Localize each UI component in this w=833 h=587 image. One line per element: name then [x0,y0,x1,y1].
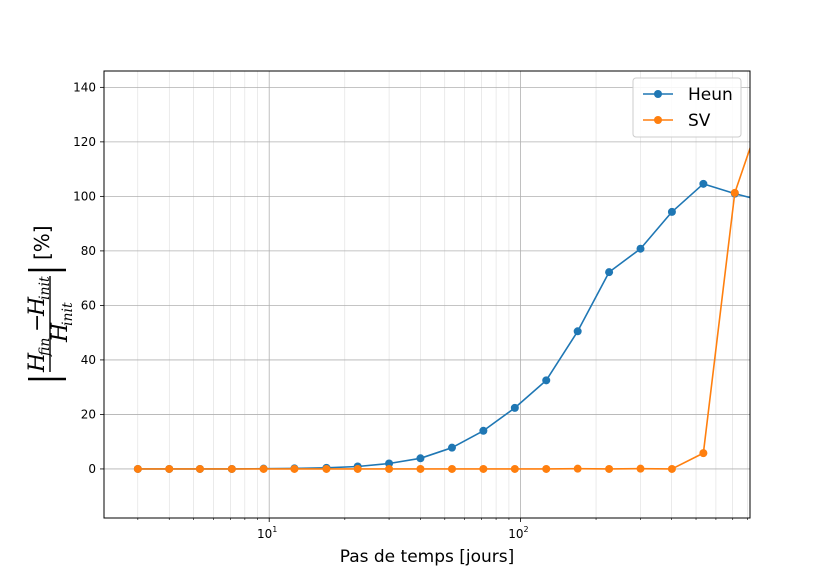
y-axis-title: H fin − H init H init [%] [25,225,76,381]
data-point-sv [479,464,488,473]
data-point-heun [416,454,425,463]
data-point-sv [636,464,645,473]
ticks: 101 102 0 20 40 60 80 100 120 140 [73,80,748,541]
data-point-sv [667,464,676,473]
legend-label-heun: Heun [688,85,733,105]
y-tick-label: 0 [88,462,96,476]
data-point-heun [667,207,676,216]
y-minus: − [25,314,50,332]
data-point-sv [353,464,362,473]
y-tick-label: 140 [73,80,96,94]
data-point-heun [510,403,519,412]
y-tick-label: 120 [73,135,96,149]
data-point-heun [699,179,708,188]
y-num-sub: fin [37,338,53,357]
x-tick-exponent: 2 [524,525,529,534]
data-point-sv [416,464,425,473]
data-point-sv [510,464,519,473]
data-point-heun [573,327,582,336]
data-point-sv [165,464,174,473]
y-den-main: H [48,322,73,343]
legend-label-sv: SV [688,111,711,131]
data-point-heun [605,268,614,277]
data-point-sv [699,449,708,458]
data-point-sv [133,464,142,473]
data-point-sv [605,464,614,473]
legend-marker-sv [654,116,662,124]
y-num-main: H [25,352,50,373]
data-point-sv [762,97,770,105]
data-point-heun [762,198,770,206]
y-num-main-2: H [25,296,50,317]
data-point-sv [730,188,739,197]
x-tick-exponent: 1 [272,525,277,534]
data-point-sv [227,464,236,473]
data-point-heun [636,244,645,253]
plot-background [104,71,750,518]
y-den-sub: init [60,302,76,326]
x-axis-title: Pas de temps [jours] [340,547,515,567]
y-num-sub-2: init [37,276,53,300]
data-point-sv [259,464,268,473]
data-point-heun [542,376,551,385]
y-tick-label: 60 [81,298,96,312]
data-point-sv [542,464,551,473]
series-layer [133,97,770,473]
data-point-heun [447,443,456,452]
data-point-sv [322,464,331,473]
data-point-sv [290,464,299,473]
x-tick-label: 102 [508,525,528,541]
plot-frame [103,70,751,519]
y-unit: [%] [30,225,54,260]
y-tick-label: 20 [81,407,96,421]
data-point-sv [195,464,204,473]
minor-grid [137,71,748,518]
y-tick-label: 80 [81,244,96,258]
y-tick-label: 100 [73,189,96,203]
data-point-heun [479,426,488,435]
data-point-sv [573,464,582,473]
data-point-sv [447,464,456,473]
legend: Heun SV [632,77,742,138]
y-tick-label: 40 [81,353,96,367]
data-point-sv [385,464,394,473]
legend-marker-heun [654,90,662,98]
x-tick-label: 101 [257,525,277,541]
